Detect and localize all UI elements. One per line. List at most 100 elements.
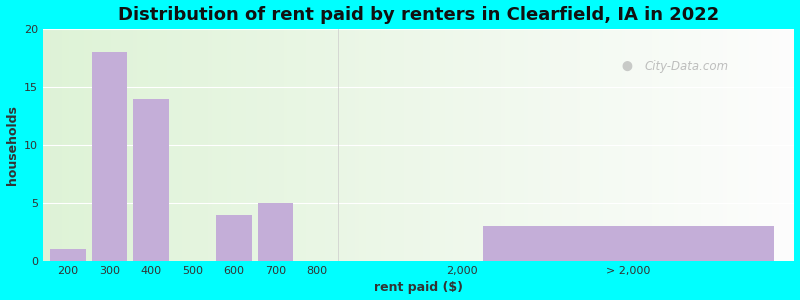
Bar [329,29,332,261]
Bar [513,29,517,261]
Bar [524,29,528,261]
Bar [134,29,137,261]
Bar [531,29,535,261]
Bar [449,29,453,261]
Bar [750,29,753,261]
Bar [715,29,719,261]
Bar [584,29,588,261]
Bar [719,29,723,261]
Bar [761,29,764,261]
Bar [554,29,558,261]
Bar [400,29,404,261]
Bar [490,29,494,261]
Text: ⬤: ⬤ [622,61,633,71]
Bar [517,29,520,261]
Bar [382,29,385,261]
Bar [152,29,156,261]
Bar [483,226,774,261]
Bar [174,29,178,261]
Bar [88,29,92,261]
Bar [182,29,186,261]
Title: Distribution of rent paid by renters in Clearfield, IA in 2022: Distribution of rent paid by renters in … [118,6,719,24]
Text: City-Data.com: City-Data.com [644,60,728,73]
Bar [378,29,382,261]
Bar [701,29,704,261]
Bar [261,29,265,261]
Bar [659,29,663,261]
Bar [606,29,610,261]
Bar [280,29,283,261]
Bar [351,29,355,261]
Bar [298,29,302,261]
Bar [614,29,618,261]
Bar [272,29,276,261]
Bar [730,29,734,261]
Bar [291,29,294,261]
Bar [190,29,194,261]
Bar [629,29,633,261]
Bar [438,29,442,261]
Bar [258,203,294,261]
Bar [520,29,524,261]
Bar [107,29,110,261]
Bar [231,29,234,261]
Bar [464,29,468,261]
Bar [542,29,546,261]
Bar [418,29,422,261]
Bar [306,29,310,261]
Bar [344,29,347,261]
Bar [790,29,794,261]
Bar [96,29,99,261]
Bar [171,29,174,261]
Bar [670,29,674,261]
Bar [340,29,344,261]
Bar [678,29,682,261]
Bar [238,29,242,261]
Bar [787,29,790,261]
Bar [355,29,358,261]
Bar [727,29,730,261]
Bar [50,29,54,261]
Bar [426,29,430,261]
Bar [753,29,757,261]
Bar [362,29,366,261]
Bar [569,29,573,261]
Bar [156,29,159,261]
Bar [242,29,246,261]
Bar [126,29,130,261]
Bar [201,29,205,261]
Bar [318,29,321,261]
Bar [704,29,708,261]
Bar [216,29,220,261]
Bar [430,29,434,261]
Bar [62,29,66,261]
Bar [486,29,490,261]
Bar [539,29,542,261]
Bar [148,29,152,261]
Bar [757,29,761,261]
Bar [535,29,539,261]
Bar [453,29,456,261]
Bar [227,29,231,261]
Bar [77,29,81,261]
Bar [321,29,325,261]
Bar [103,29,107,261]
Bar [314,29,318,261]
X-axis label: rent paid ($): rent paid ($) [374,281,463,294]
Bar [445,29,449,261]
Bar [415,29,418,261]
Bar [723,29,727,261]
Bar [712,29,715,261]
Bar [130,29,134,261]
Bar [366,29,370,261]
Bar [434,29,438,261]
Bar [498,29,502,261]
Bar [246,29,250,261]
Bar [588,29,591,261]
Bar [186,29,190,261]
Bar [407,29,411,261]
Bar [768,29,772,261]
Bar [652,29,655,261]
Bar [325,29,329,261]
Bar [114,29,118,261]
